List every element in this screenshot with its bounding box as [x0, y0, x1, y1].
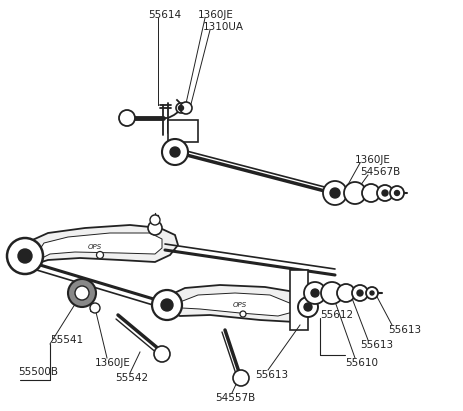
- Circle shape: [152, 290, 181, 320]
- Circle shape: [303, 303, 311, 311]
- Circle shape: [361, 184, 379, 202]
- Circle shape: [169, 147, 180, 157]
- Text: 1360JE: 1360JE: [95, 358, 131, 368]
- Bar: [168, 120, 198, 142]
- Circle shape: [329, 188, 339, 198]
- Circle shape: [381, 190, 387, 196]
- Circle shape: [394, 191, 399, 196]
- Circle shape: [18, 249, 32, 263]
- Circle shape: [148, 221, 162, 235]
- Circle shape: [178, 106, 183, 111]
- Text: 55610: 55610: [344, 358, 377, 368]
- Polygon shape: [180, 293, 292, 316]
- Text: 55541: 55541: [50, 335, 83, 345]
- Text: 55500B: 55500B: [18, 367, 58, 377]
- Circle shape: [180, 102, 192, 114]
- Circle shape: [303, 282, 325, 304]
- Circle shape: [389, 186, 403, 200]
- Circle shape: [356, 290, 362, 296]
- Text: 55614: 55614: [148, 10, 181, 20]
- Circle shape: [161, 299, 173, 311]
- Circle shape: [365, 287, 377, 299]
- Circle shape: [239, 311, 245, 317]
- Circle shape: [297, 297, 317, 317]
- Circle shape: [154, 346, 169, 362]
- Circle shape: [351, 285, 367, 301]
- Circle shape: [150, 215, 160, 225]
- Circle shape: [119, 110, 135, 126]
- Text: OPS: OPS: [88, 244, 102, 250]
- Polygon shape: [38, 233, 162, 258]
- Circle shape: [336, 284, 354, 302]
- Circle shape: [343, 182, 365, 204]
- Bar: [289, 270, 307, 330]
- Polygon shape: [22, 225, 178, 265]
- Text: 54557B: 54557B: [214, 393, 255, 403]
- Circle shape: [369, 291, 373, 295]
- Circle shape: [232, 370, 249, 386]
- Text: 55613: 55613: [359, 340, 392, 350]
- Circle shape: [90, 303, 100, 313]
- Text: 54567B: 54567B: [359, 167, 400, 177]
- Text: OPS: OPS: [232, 302, 247, 308]
- Circle shape: [376, 185, 392, 201]
- Text: 55612: 55612: [319, 310, 352, 320]
- Text: 1310UA: 1310UA: [203, 22, 244, 32]
- Circle shape: [175, 103, 186, 113]
- Circle shape: [68, 279, 96, 307]
- Text: 1360JE: 1360JE: [354, 155, 390, 165]
- Circle shape: [310, 289, 319, 297]
- Circle shape: [162, 139, 188, 165]
- Text: 55613: 55613: [387, 325, 420, 335]
- Polygon shape: [165, 285, 309, 322]
- Circle shape: [96, 252, 103, 259]
- Text: 1360JE: 1360JE: [198, 10, 233, 20]
- Circle shape: [75, 286, 89, 300]
- Circle shape: [320, 282, 342, 304]
- Circle shape: [322, 181, 346, 205]
- Circle shape: [7, 238, 43, 274]
- Text: 55542: 55542: [115, 373, 148, 383]
- Text: 55613: 55613: [255, 370, 288, 380]
